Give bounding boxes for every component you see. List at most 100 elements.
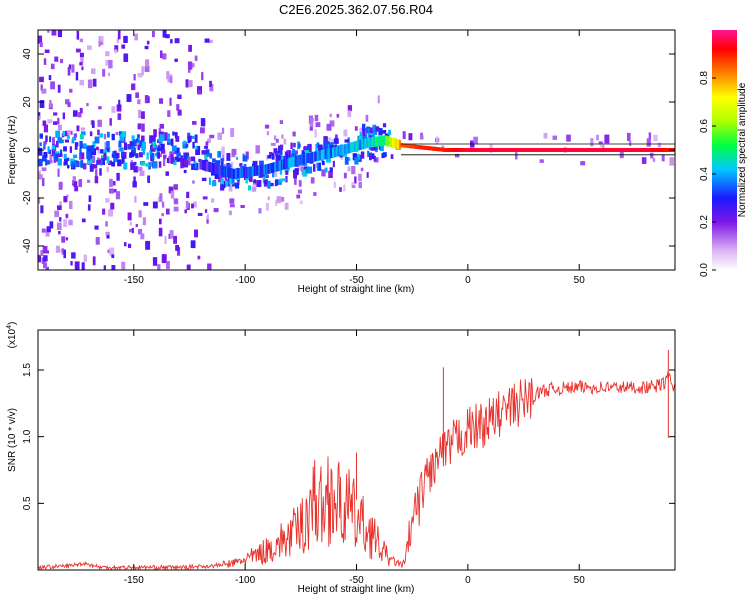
spectrogram-cell [111, 161, 116, 167]
spectrogram-cell [103, 133, 107, 140]
spectrogram-cell [145, 59, 150, 67]
spectrogram-cell [90, 145, 95, 153]
spectrogram-cell [169, 230, 174, 239]
spectrogram-cell [40, 250, 44, 256]
spectrogram-cell [57, 124, 62, 131]
spectrogram-cell [419, 135, 424, 140]
spectrogram-cell [131, 135, 135, 142]
spectrogram-cell [234, 182, 240, 189]
snr-multiplier-base: (x10 [7, 328, 18, 348]
spectrogram-cell [115, 131, 119, 136]
colorbar-tick-label: 0.6 [699, 119, 710, 133]
spectrogram-cell [49, 221, 54, 229]
spectrogram-cell [138, 109, 142, 119]
spectrogram-cell [66, 130, 72, 135]
spectrogram-cell [169, 97, 172, 106]
spectrogram-cell [344, 157, 349, 165]
spectrogram-cell [279, 167, 283, 175]
spectrogram-cell [57, 117, 60, 125]
spectrogram-cell [329, 145, 335, 150]
spectrogram-cell [321, 157, 324, 164]
spectrogram-cell [194, 134, 198, 143]
spectrogram-cell [103, 152, 107, 161]
spectrogram-cell [230, 128, 235, 138]
spectrogram-cell [105, 59, 109, 66]
spectrogram-cell [473, 136, 478, 144]
spectrogram-cell [134, 195, 137, 203]
spectrogram-cell [175, 136, 180, 142]
spectrogram-cell [147, 175, 151, 183]
spectrogram-cell [358, 135, 363, 143]
spectrogram-cell [641, 157, 647, 164]
spectrogram-cell [245, 151, 249, 160]
spectrogram-cell [377, 95, 380, 104]
spectrogram-cell [408, 133, 413, 141]
spectrogram-cell [69, 200, 73, 210]
spectrogram-cell [339, 187, 342, 192]
spectrogram-cell [281, 156, 284, 160]
spectrogram-cell [240, 204, 245, 209]
spectrogram-cell [66, 164, 70, 169]
spectrogram-cell [158, 140, 163, 146]
spectrogram-cell [190, 156, 196, 162]
spectrogram-cell [269, 182, 274, 187]
spectrogram-cell [139, 170, 145, 176]
spectrogram-cell [187, 68, 191, 73]
spectrogram-cell [154, 144, 157, 150]
spectrogram-cell [360, 167, 364, 172]
spectrogram-cell [303, 146, 306, 152]
spectrogram-cell [185, 152, 189, 157]
spectrogram-cell [38, 255, 42, 263]
spectrogram-cell [195, 145, 198, 150]
spectrogram-cell [372, 128, 378, 135]
spectrogram-cell [328, 170, 333, 179]
spectrogram-cell [99, 36, 104, 42]
spectrogram-cell [90, 157, 93, 164]
spectrogram-cell [121, 131, 127, 137]
spectrogram-cell [195, 162, 199, 171]
spectrogram-cell [176, 104, 180, 111]
spectrogram-cell [280, 148, 283, 156]
spectrogram-cell [41, 228, 46, 233]
spectrogram-cell [333, 181, 336, 188]
spectrogram-cell [285, 170, 289, 175]
spectrogram-cell [97, 159, 102, 165]
spectrogram-cell [123, 162, 128, 170]
spectrogram-cell [327, 137, 332, 142]
spectrogram-cell [293, 170, 298, 179]
spectrogram-cell [43, 58, 47, 65]
spectrogram-cell [177, 247, 181, 256]
spectrogram-cell [79, 79, 85, 86]
spectrogram-cell [158, 218, 162, 225]
spectrogram-cell [93, 164, 98, 169]
spectrogram-cell [173, 184, 178, 190]
spectrogram-cell [160, 149, 166, 154]
spectrogram-cell [326, 123, 332, 131]
spectrogram-cell [362, 129, 366, 137]
spectrogram-cell [88, 195, 92, 202]
spectrogram-ridge [199, 135, 675, 179]
spectrogram-cell [274, 180, 278, 187]
spectrogram-cell [231, 148, 237, 155]
spectrogram-cell [130, 162, 135, 170]
spectrogram-cell [276, 196, 282, 204]
spectrogram-cell [77, 112, 82, 118]
spectrogram-cell [64, 159, 68, 166]
spectrogram-cell [112, 189, 117, 193]
spectrogram-cell [63, 196, 68, 203]
spectrogram-cell [87, 79, 93, 89]
spectrogram-cell [226, 179, 231, 187]
spectrogram-cell [54, 153, 59, 160]
spectrogram-cell [273, 148, 278, 154]
spectrogram-cell [113, 157, 118, 163]
spectrogram-cell [262, 175, 266, 183]
spectrogram-cell [209, 153, 212, 159]
spectrogram-cell [39, 41, 43, 48]
spectrogram-cell [144, 45, 149, 50]
spectrogram-cell [40, 84, 43, 91]
spectrogram-cell [239, 163, 243, 167]
spectrogram-cell [375, 126, 380, 131]
spectrogram-cell [626, 132, 631, 142]
spectrogram-cell [116, 104, 122, 112]
